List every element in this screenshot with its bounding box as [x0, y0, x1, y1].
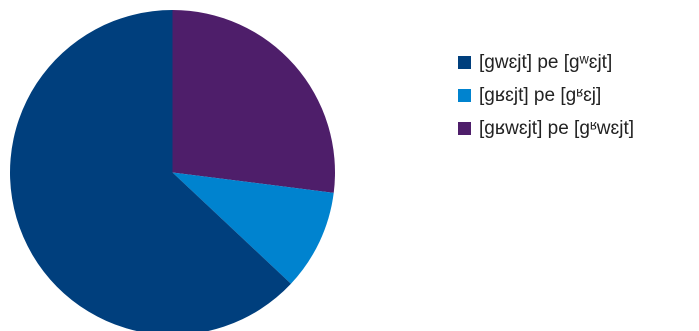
- legend-item-gReit: [gʁɛjt] pe [gʶɛj]: [458, 83, 634, 108]
- legend-swatch-gReit: [458, 89, 471, 102]
- legend-label-gReit: [gʁɛjt] pe [gʶɛj]: [479, 85, 602, 106]
- legend: [gwɛjt] pe [gʷɛjt] [gʁɛjt] pe [gʶɛj] [gʁ…: [458, 50, 634, 149]
- legend-label-gweit: [gwɛjt] pe [gʷɛjt]: [479, 52, 613, 73]
- pie-slice-1: [172, 172, 334, 284]
- pie-slice-0: [10, 10, 291, 331]
- pie-slices: [10, 10, 335, 331]
- legend-item-gRweit: [gʁwɛjt] pe [gʶwɛjt]: [458, 116, 634, 141]
- pie-slice-2: [172, 10, 335, 193]
- legend-label-gRweit: [gʁwɛjt] pe [gʶwɛjt]: [479, 118, 635, 139]
- legend-item-gweit: [gwɛjt] pe [gʷɛjt]: [458, 50, 634, 75]
- legend-swatch-gweit: [458, 56, 471, 69]
- legend-swatch-gRweit: [458, 122, 471, 135]
